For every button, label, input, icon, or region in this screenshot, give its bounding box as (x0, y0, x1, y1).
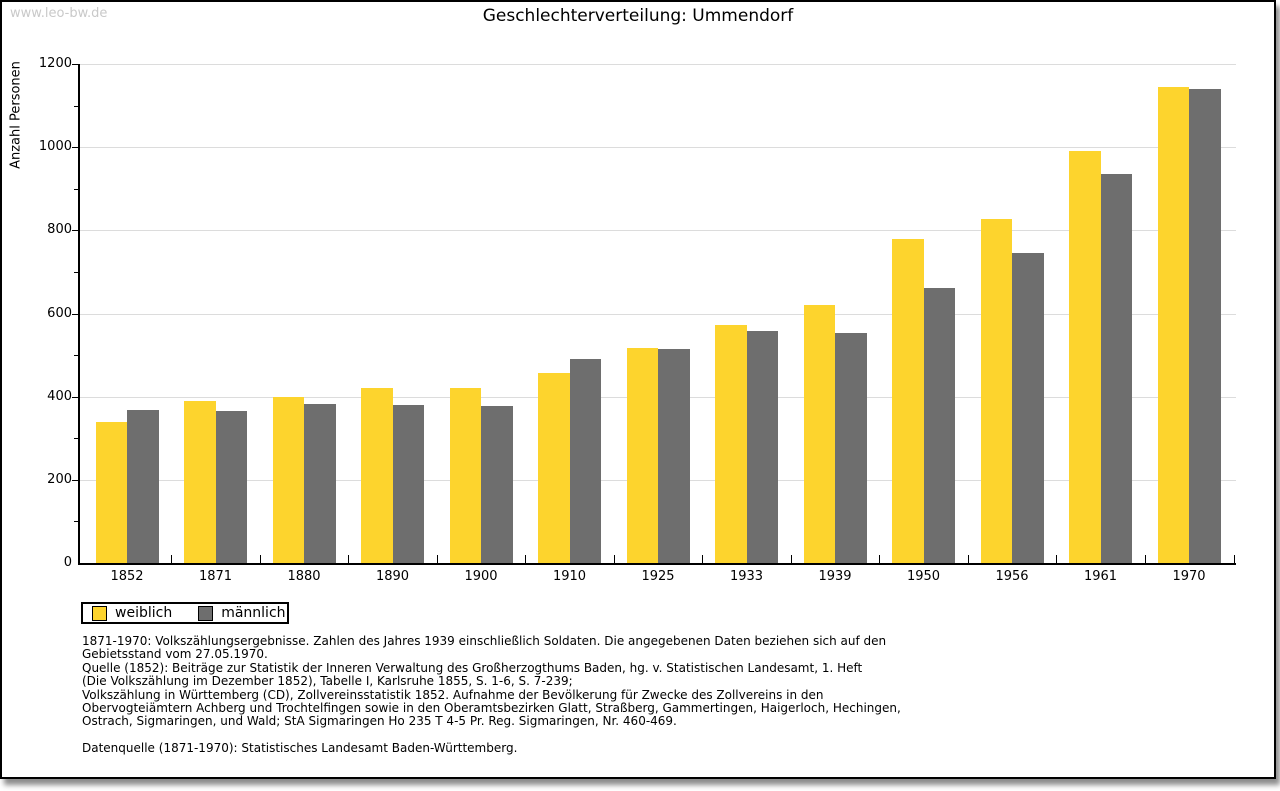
y-tick-200 (72, 479, 78, 481)
footnote-line: 1871-1970: Volkszählungsergebnisse. Zahl… (82, 634, 887, 648)
bar-männlich-1871 (215, 411, 247, 563)
y-minor-tick-1100 (74, 105, 78, 107)
footnote-line: Volkszählung in Württemberg (CD), Zollve… (82, 687, 824, 702)
gridline-800 (80, 230, 1236, 232)
x-separator-tick (1056, 555, 1058, 563)
bar-männlich-1956 (1012, 252, 1044, 563)
gridline-1200 (80, 64, 1236, 65)
y-minor-tick-100 (74, 521, 78, 523)
y-tick-800 (72, 230, 78, 232)
footnote-line: Quelle (1852): Beiträge zur Statistik de… (82, 660, 863, 675)
y-minor-tick-500 (74, 355, 78, 357)
bar-männlich-1950 (923, 288, 955, 563)
x-separator-tick (790, 555, 792, 563)
bar-männlich-1910 (569, 359, 601, 563)
y-minor-tick-900 (74, 188, 78, 190)
bar-männlich-1933 (746, 330, 778, 563)
plot-area (72, 64, 1236, 565)
x-tick-label-1970: 1970 (1172, 569, 1206, 584)
x-separator-tick (348, 555, 350, 563)
footnote-block: 1871-1970: Volkszählungsergebnisse. Zahl… (82, 634, 901, 729)
x-tick-label-1910: 1910 (552, 569, 587, 584)
legend-label-weiblich: weiblich (115, 605, 173, 621)
bar-männlich-1900 (481, 406, 513, 563)
x-tick-label-1950: 1950 (906, 569, 941, 584)
x-tick-label-1871: 1871 (198, 569, 233, 584)
bar-weiblich-1910 (538, 373, 570, 563)
x-separator-tick (879, 555, 881, 563)
gridline-1000 (80, 147, 1236, 149)
y-minor-tick-300 (74, 438, 78, 440)
chart-title: Geschlechterverteilung: Ummendorf (482, 6, 794, 26)
bar-weiblich-1900 (449, 388, 481, 563)
x-separator-tick (613, 555, 615, 563)
x-tick-label-1939: 1939 (818, 569, 852, 584)
footnote-line: Ostrach, Sigmaringen, und Wald; StA Sigm… (82, 714, 677, 729)
x-separator-tick (259, 555, 261, 563)
bar-weiblich-1852 (95, 421, 127, 563)
bar-männlich-1880 (304, 403, 336, 563)
bar-weiblich-1925 (626, 348, 658, 563)
bar-weiblich-1871 (184, 400, 216, 563)
x-tick-label-1900: 1900 (464, 569, 498, 584)
x-separator-tick (171, 555, 173, 563)
x-axis-end-tick (1234, 555, 1235, 563)
x-tick-label-1933: 1933 (729, 569, 764, 584)
x-separator-tick (525, 555, 527, 563)
x-tick-label-1852: 1852 (110, 569, 144, 584)
x-tick-label-1890: 1890 (375, 569, 410, 584)
bar-männlich-1970 (1189, 88, 1221, 563)
y-tick-label: 600 (47, 305, 72, 321)
x-separator-tick (702, 555, 704, 563)
bar-männlich-1961 (1100, 174, 1132, 563)
x-tick-label-1961: 1961 (1083, 569, 1118, 584)
legend-swatch-weiblich (92, 605, 107, 621)
y-tick-label: 800 (47, 222, 72, 238)
gridline-600 (80, 313, 1236, 315)
x-separator-tick (1144, 555, 1146, 563)
y-tick-600 (72, 313, 78, 315)
bar-männlich-1925 (658, 349, 690, 563)
y-tick-label: 1000 (38, 139, 72, 155)
footnote-line: Gebietsstand vom 27.05.1970. (82, 647, 268, 662)
bar-weiblich-1950 (892, 238, 924, 563)
x-separator-tick (436, 555, 438, 563)
bar-weiblich-1961 (1069, 151, 1101, 563)
y-tick-label: 0 (63, 555, 72, 570)
bar-männlich-1939 (835, 332, 867, 563)
footnote-line: (Die Volkszählung im Dezember 1852), Tab… (82, 674, 573, 689)
x-tick-label-1925: 1925 (641, 569, 675, 584)
bar-männlich-1852 (127, 409, 159, 563)
x-tick-label-1880: 1880 (287, 569, 321, 584)
y-tick-1200 (72, 64, 78, 65)
watermark-text: www.leo-bw.de (10, 6, 108, 21)
y-tick-1000 (72, 147, 78, 149)
bar-weiblich-1890 (361, 388, 393, 563)
y-tick-label: 1200 (38, 56, 72, 71)
legend: weiblich männlich (81, 602, 289, 624)
y-tick-label: 200 (47, 471, 72, 487)
x-separator-tick (967, 555, 969, 563)
bar-weiblich-1956 (980, 219, 1012, 563)
y-tick-400 (72, 396, 78, 398)
footnote-line: Obervogteiämtern Achberg und Trochtelfin… (82, 701, 901, 716)
data-source-line: Datenquelle (1871-1970): Statistisches L… (82, 741, 518, 755)
legend-label-maennlich: männlich (221, 605, 286, 621)
bar-weiblich-1880 (272, 396, 304, 563)
bar-männlich-1890 (392, 404, 424, 563)
bar-weiblich-1933 (715, 324, 747, 563)
bar-weiblich-1970 (1157, 86, 1189, 563)
y-minor-tick-700 (74, 271, 78, 273)
legend-swatch-maennlich (198, 605, 214, 621)
bar-weiblich-1939 (803, 305, 835, 563)
y-tick-label: 400 (47, 388, 72, 404)
x-tick-label-1956: 1956 (995, 569, 1029, 584)
